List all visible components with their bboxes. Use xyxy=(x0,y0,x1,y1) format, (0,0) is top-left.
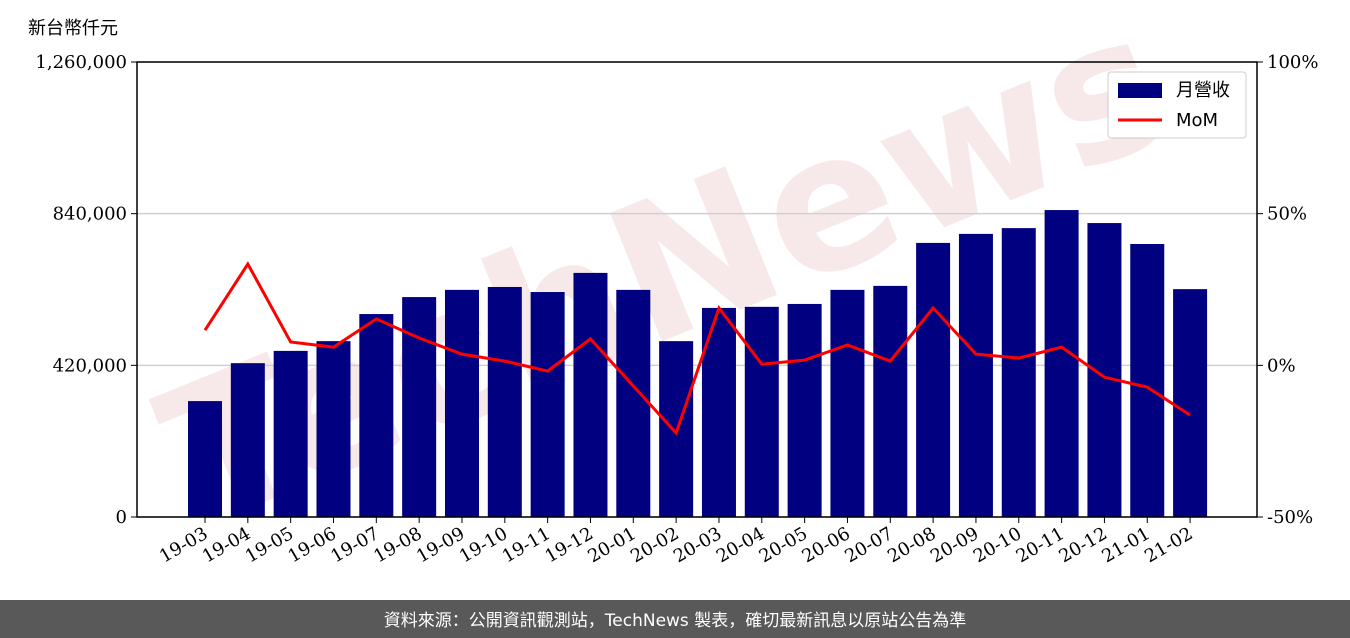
plot-frame xyxy=(136,61,1258,518)
bar xyxy=(573,272,608,517)
bar xyxy=(1173,289,1208,517)
y-tick-label: 420,000 xyxy=(53,355,127,376)
x-tick-label: 19-07 xyxy=(327,523,382,567)
bar xyxy=(1130,244,1165,517)
x-tick-label: 20-10 xyxy=(970,523,1025,567)
x-tick-label: 20-02 xyxy=(627,523,682,567)
y-axis-label: 新台幣仟元 xyxy=(28,18,118,39)
bar xyxy=(230,363,265,517)
bar xyxy=(873,285,908,517)
x-tick-label: 21-01 xyxy=(1098,523,1153,567)
x-tick-label: 20-07 xyxy=(841,523,896,567)
y-tick-label: 1,260,000 xyxy=(35,52,127,73)
bar xyxy=(830,289,865,517)
source-note: 資料來源：公開資訊觀測站，TechNews 製表，確切最新訊息以原站公告為準 xyxy=(384,611,966,631)
x-tick-label: 20-05 xyxy=(756,523,811,567)
legend-swatch xyxy=(1118,83,1162,98)
x-tick-label: 20-06 xyxy=(799,523,854,567)
x-tick-label: 19-08 xyxy=(370,523,425,567)
bar xyxy=(487,286,522,517)
x-tick-label: 20-01 xyxy=(584,523,639,567)
x-tick-label: 19-11 xyxy=(499,523,554,567)
x-tick-label: 20-03 xyxy=(670,523,725,567)
x-tick-label: 19-10 xyxy=(456,523,511,567)
x-tick-label: 20-11 xyxy=(1013,523,1068,567)
y2-tick-label: 100% xyxy=(1267,52,1318,73)
bar xyxy=(316,341,351,517)
x-tick-label: 19-12 xyxy=(542,523,597,567)
bar xyxy=(744,306,779,517)
bar xyxy=(1001,228,1036,517)
x-tick-label: 20-09 xyxy=(927,523,982,567)
legend-label: 月營收 xyxy=(1176,80,1230,101)
x-tick-label: 19-09 xyxy=(413,523,468,567)
bar xyxy=(273,350,308,517)
y2-tick-label: -50% xyxy=(1267,507,1313,528)
bar xyxy=(958,233,993,517)
x-tick-label: 21-02 xyxy=(1141,523,1196,567)
y2-tick-label: 0% xyxy=(1267,355,1296,376)
bar xyxy=(916,242,951,517)
y2-tick-label: 50% xyxy=(1267,204,1307,225)
bar xyxy=(787,303,822,517)
x-tick-label: 20-12 xyxy=(1055,523,1110,567)
footer-bar xyxy=(0,600,1350,638)
x-tick-label: 19-03 xyxy=(156,523,211,567)
bar xyxy=(530,292,565,517)
bar xyxy=(359,314,394,517)
line xyxy=(203,261,1191,436)
x-tick-label: 20-04 xyxy=(713,523,768,567)
y-tick-label: 0 xyxy=(116,507,127,528)
bar xyxy=(444,289,479,517)
bar xyxy=(616,289,651,517)
legend-label: MoM xyxy=(1176,110,1218,131)
bar xyxy=(188,401,222,517)
bar xyxy=(1044,210,1079,518)
y-tick-label: 840,000 xyxy=(53,204,127,225)
x-tick-label: 20-08 xyxy=(884,523,939,567)
bar xyxy=(402,297,437,517)
